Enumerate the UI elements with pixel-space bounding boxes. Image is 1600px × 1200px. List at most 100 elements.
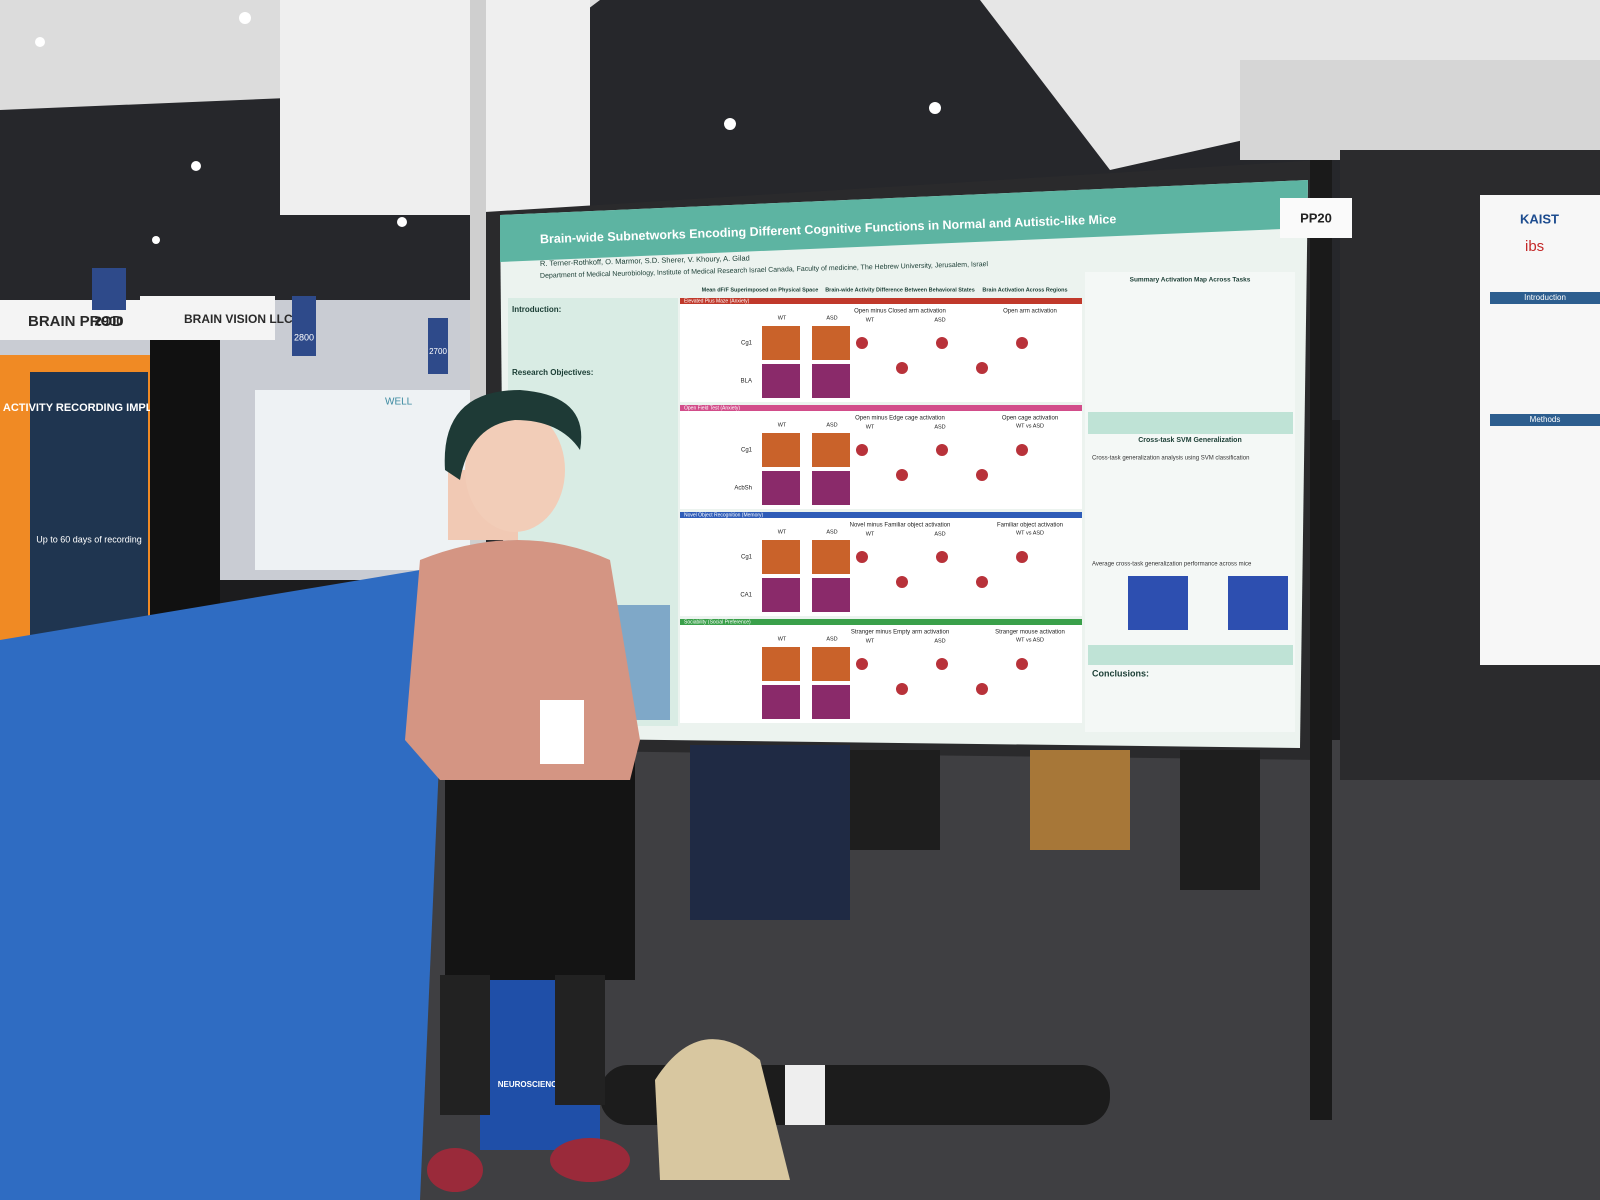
tape (785, 1065, 825, 1125)
activation-label: Open cage activation (1002, 416, 1058, 422)
neighbor-logo: ibs (1525, 238, 1544, 255)
task-bar (680, 619, 1082, 625)
task-bar (680, 298, 1082, 304)
section-heading: Introduction: (512, 305, 561, 314)
group-label: WT (778, 529, 787, 535)
group-label: WT (778, 315, 787, 321)
board-number: PP20 (1300, 210, 1332, 225)
group-label: WT (866, 531, 875, 537)
task-panel (680, 298, 1082, 402)
hat (444, 390, 582, 480)
summary-box (1088, 412, 1293, 434)
group-label: ASD (934, 638, 945, 644)
neighbor-logo: KAIST (1520, 211, 1559, 226)
heatmap (1228, 576, 1288, 630)
person-legs (1030, 750, 1130, 850)
neighbor-heading-bar (1490, 414, 1600, 426)
neighbor-poster (1480, 195, 1600, 665)
booth-sign (140, 296, 275, 340)
booth-wall (255, 390, 470, 570)
activity-map (762, 364, 800, 398)
section-heading: Research Objectives: (512, 368, 593, 377)
activity-map (762, 685, 800, 719)
poster-rows: Mean dF/F Superimposed on Physical Space… (680, 287, 1082, 723)
board-number-card (1280, 198, 1352, 238)
light (724, 118, 736, 130)
task-title: Open Field Test (Anxiety) (684, 405, 740, 411)
activation-blob (1016, 444, 1028, 456)
activation-blob (1016, 337, 1028, 349)
light (397, 217, 407, 227)
task-panel (680, 512, 1082, 616)
activity-map (762, 578, 800, 612)
region-label: AcbSh (734, 486, 752, 492)
activation-blob (976, 362, 988, 374)
comparison-label: WT vs ASD (1016, 423, 1044, 429)
implant-banner (30, 372, 148, 640)
activation-blob (936, 444, 948, 456)
group-label: WT (866, 638, 875, 644)
activation-blob (896, 362, 908, 374)
activity-map (812, 540, 850, 574)
group-label: ASD (934, 424, 945, 430)
booth-sign-text: BRAIN PROD (28, 313, 123, 330)
curtain (150, 340, 220, 630)
activation-blob (856, 658, 868, 670)
light (239, 12, 251, 24)
task-bar (680, 512, 1082, 518)
person-legs (850, 750, 940, 850)
booth-number-banner (92, 268, 126, 310)
activation-blob (896, 576, 908, 588)
region-label: CA1 (740, 593, 752, 599)
booth-number: 2800 (294, 332, 314, 342)
task-panel (680, 619, 1082, 723)
booth-sign-text: BRAIN VISION LLC (184, 312, 293, 326)
task-title: Elevated Plus Maze (Anxiety) (684, 298, 750, 304)
task-title: Sociability (Social Preference) (684, 619, 751, 625)
activity-map (812, 364, 850, 398)
difference-label: Open minus Closed arm activation (854, 309, 946, 315)
section-heading: Summary Activation Map Across Tasks (1130, 277, 1251, 284)
difference-label: Novel minus Familiar object activation (850, 523, 951, 529)
group-label: ASD (826, 422, 837, 428)
neighbor-heading: Introduction (1524, 293, 1566, 302)
backpack (655, 1039, 790, 1180)
light (35, 37, 45, 47)
heatmap (1128, 576, 1188, 630)
activation-label: Open arm activation (1003, 309, 1057, 315)
group-label: WT (866, 317, 875, 323)
group-label: ASD (826, 636, 837, 642)
activation-blob (1016, 551, 1028, 563)
leg (555, 975, 605, 1105)
activation-blob (856, 444, 868, 456)
activation-blob (856, 337, 868, 349)
group-label: ASD (934, 531, 945, 537)
person-legs (1180, 750, 1260, 890)
board-leg (1310, 160, 1332, 1120)
column-header: Brain Activation Across Regions (982, 287, 1067, 293)
leg (440, 975, 490, 1115)
activity-map (762, 471, 800, 505)
light (929, 102, 941, 114)
region-label: Cg1 (741, 555, 753, 561)
group-label: ASD (826, 529, 837, 535)
activation-blob (976, 469, 988, 481)
difference-label: Open minus Edge cage activation (855, 416, 945, 422)
activity-map (812, 578, 850, 612)
group-label: WT (778, 636, 787, 642)
activation-label: Familiar object activation (997, 523, 1063, 529)
badge (540, 700, 584, 764)
section-heading: Cross-task SVM Generalization (1138, 437, 1241, 444)
comparison-label: WT vs ASD (1016, 530, 1044, 536)
summary-box (1088, 645, 1293, 665)
group-label: WT (778, 422, 787, 428)
task-title: Novel Object Recognition (Memory) (684, 512, 764, 518)
activity-map (762, 326, 800, 360)
booth-number-banner (292, 296, 316, 356)
activation-blob (976, 683, 988, 695)
shoe (550, 1138, 630, 1182)
region-label: Cg1 (741, 341, 753, 347)
group-label: ASD (934, 317, 945, 323)
